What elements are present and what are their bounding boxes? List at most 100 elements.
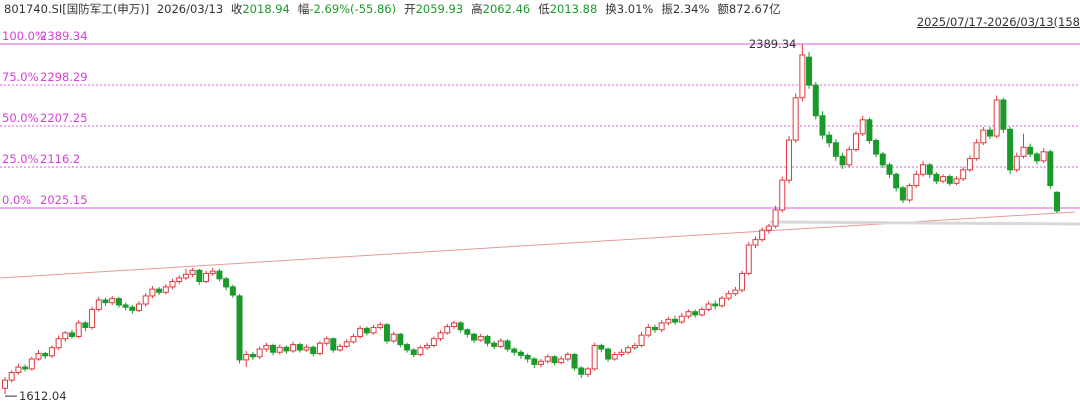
candle-body (531, 358, 538, 365)
candle-body (1054, 191, 1060, 212)
candle-body (296, 344, 303, 351)
level-pct: 50.0% (2, 111, 39, 125)
candle-body (651, 326, 658, 331)
candle-body (377, 324, 384, 328)
candle-body (28, 358, 35, 370)
candle-body (1007, 128, 1014, 171)
candle-body (960, 169, 967, 180)
candle-body (457, 322, 464, 331)
candle-body (136, 303, 143, 311)
stat: 高2062.46 (471, 2, 534, 16)
candle-body (491, 342, 498, 347)
candle-body (551, 356, 558, 364)
candle-body (919, 164, 926, 175)
stat-label: 换 (605, 2, 617, 16)
candle-body (1000, 99, 1007, 130)
candle-body (22, 366, 29, 370)
candle-body (122, 304, 129, 308)
candle-body (397, 333, 404, 346)
candle-body (839, 155, 846, 166)
stat-label: 收 (230, 2, 243, 16)
candle-body (176, 277, 183, 283)
candle-body (216, 270, 223, 280)
candle-body (611, 353, 618, 360)
candle-body (290, 344, 297, 352)
candle-body (685, 311, 692, 317)
stat-label: 低 (538, 2, 550, 16)
candle-body (417, 347, 424, 355)
candle-body (698, 308, 705, 316)
candle-body (739, 272, 746, 291)
candle-body (973, 142, 980, 160)
candle-body (899, 187, 906, 201)
candle-body (303, 346, 310, 351)
candle-body (913, 173, 920, 187)
candle-body (584, 368, 591, 375)
candle-body (906, 185, 913, 201)
candle-body (718, 297, 725, 307)
stat: 换3.01% (605, 2, 657, 16)
candle-body (544, 356, 551, 362)
candle-body (383, 324, 390, 342)
candle-body (169, 281, 176, 288)
candle-body (182, 273, 189, 279)
candle-body (484, 335, 491, 344)
candle-body (779, 179, 786, 211)
candle-body (196, 269, 203, 283)
candle-body (263, 344, 270, 350)
level-value: 2116.2 (40, 152, 80, 166)
level-value: 2298.29 (40, 70, 88, 84)
candle-body (357, 327, 364, 337)
candle-body (812, 84, 819, 117)
candle-body (149, 288, 156, 297)
level-pct: 25.0% (2, 152, 39, 166)
candle-body (69, 332, 76, 337)
candle-body (940, 176, 947, 182)
candle-body (732, 289, 739, 295)
candle-body (638, 334, 645, 346)
candle-body (558, 358, 565, 364)
candle-body (926, 164, 933, 175)
stat-value: 2062.46 (482, 2, 531, 16)
candle-body (1033, 153, 1040, 162)
candle-body (109, 298, 116, 304)
candle-body (430, 338, 437, 346)
candle-body (55, 338, 62, 349)
candle-body (524, 354, 531, 360)
candle-body (993, 99, 1000, 137)
candle-body (350, 335, 357, 343)
level-value: 2207.25 (40, 111, 88, 125)
stat: 额872.67亿 (717, 2, 784, 16)
candle-body (390, 333, 397, 342)
stat: 低2013.88 (538, 2, 601, 16)
candle-body (343, 341, 350, 347)
candle-body (276, 346, 283, 353)
candle-body (564, 353, 571, 360)
candle-body (933, 173, 940, 182)
candle-body (1040, 151, 1047, 162)
stat-value: 2.34% (672, 2, 710, 16)
stat-label: 振 (661, 2, 673, 16)
level-pct: 100.0% (2, 29, 46, 43)
candle-body (705, 303, 712, 310)
stat-label: 额 (717, 2, 729, 16)
candle-body (538, 360, 545, 365)
candle-body (437, 332, 444, 340)
candle-body (625, 347, 632, 353)
candle-body (189, 269, 196, 275)
candle-body (450, 322, 457, 328)
candle-body (404, 344, 411, 351)
candle-body (209, 270, 216, 274)
candle-body (115, 298, 122, 306)
candle-body (504, 340, 511, 350)
candle-body (658, 322, 665, 331)
stat-value: 2013.88 (549, 2, 598, 16)
candle-body (1027, 146, 1034, 155)
candle-body (879, 153, 886, 166)
level-pct: 0.0% (2, 193, 31, 207)
candle-body (162, 286, 169, 293)
stat-label: 开 (404, 2, 416, 16)
candle-body (236, 295, 243, 361)
